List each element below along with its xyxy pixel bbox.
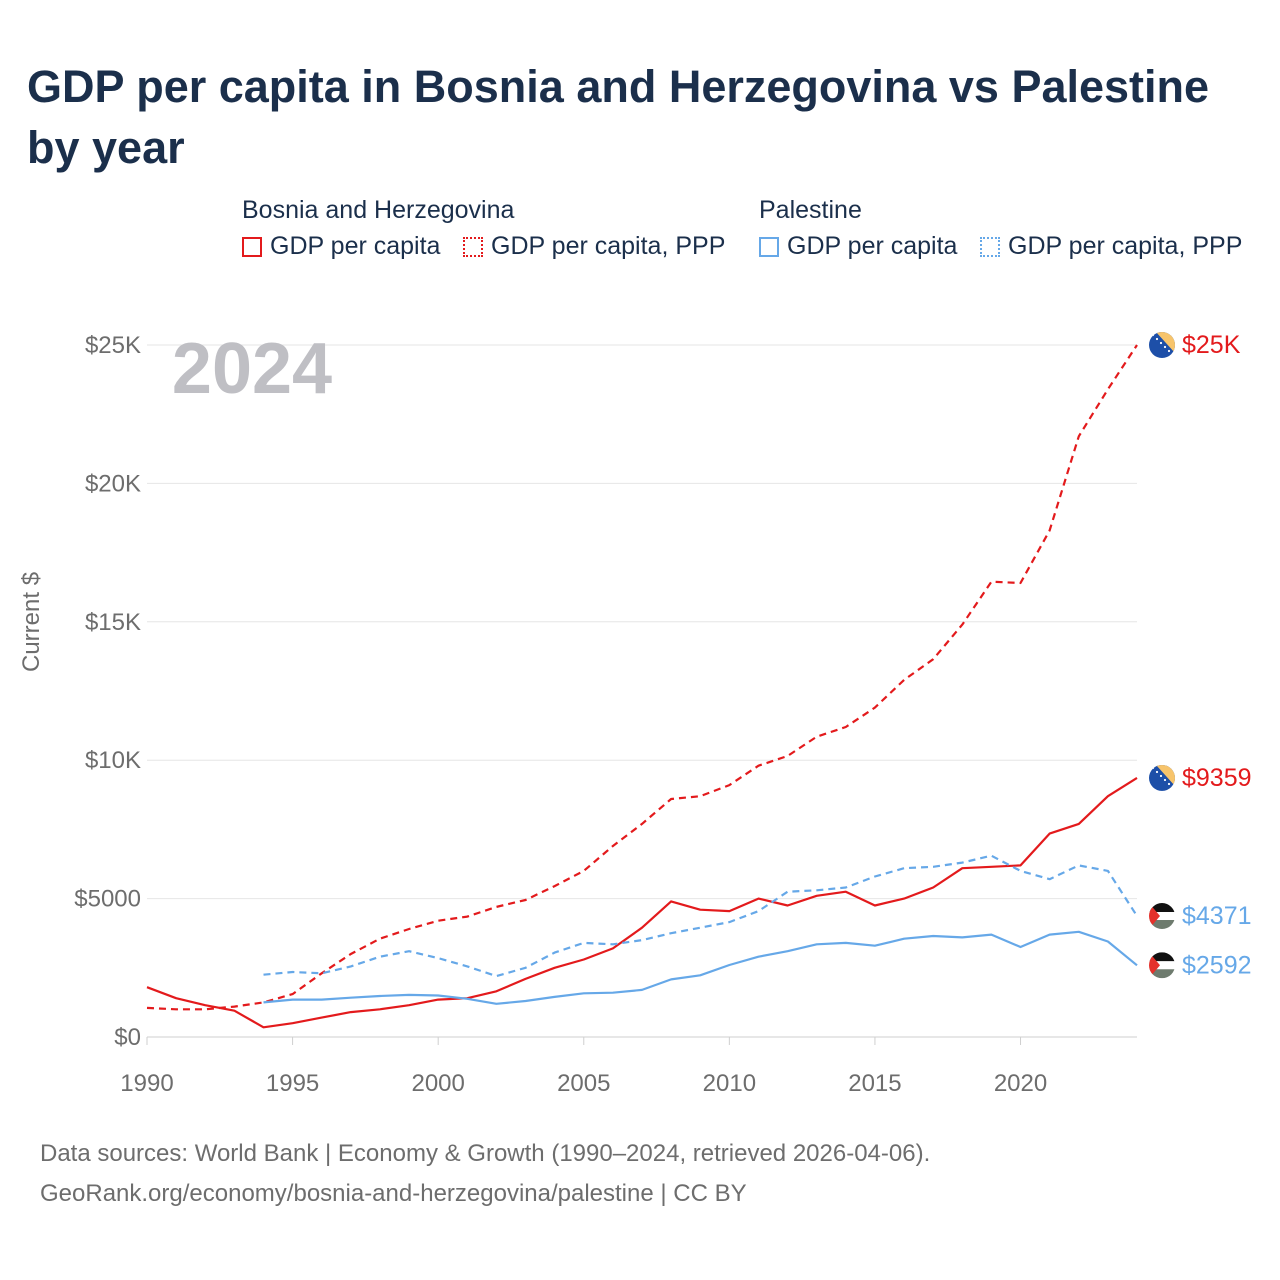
axes: $0 $5000 $10K $15K $20K $25K 1990 1995 2000 2005 2…: [74, 332, 1137, 1097]
gridlines: [147, 344, 1137, 1038]
end-value-label: $25K: [1182, 331, 1241, 359]
year-label: 2024: [172, 329, 332, 409]
legend-swatch-dotted: [463, 236, 483, 257]
end-value-label: $2592: [1182, 951, 1252, 979]
x-tick-label: 2015: [848, 1070, 901, 1097]
palestine-flag-icon: [1149, 903, 1175, 930]
end-value-label: $9359: [1182, 764, 1252, 792]
legend-swatch-solid: [759, 236, 779, 257]
series-line: [146, 344, 1138, 1011]
x-tick-label: 2005: [557, 1070, 610, 1097]
legend-item-label: GDP per capita, PPP: [1008, 232, 1243, 260]
bosnia-flag-icon: [1149, 764, 1175, 791]
series-end-marker: $25K: [1149, 331, 1241, 359]
legend-group-bosnia: Bosnia and Herzegovina GDP per capita GD…: [242, 196, 742, 276]
x-tick-label: 2000: [411, 1070, 464, 1097]
bosnia-flag-icon: [1149, 332, 1175, 358]
source-line-1: Data sources: World Bank | Economy & Gro…: [40, 1140, 931, 1167]
series-end-labels: $9359 $25K $2592 $4371: [1149, 331, 1252, 979]
legend-item-palestine-ppp[interactable]: GDP per capita, PPP: [980, 232, 1242, 261]
legend-item-label: GDP per capita, PPP: [491, 232, 726, 260]
series-end-marker: $9359: [1149, 764, 1252, 792]
legend-swatch-dotted: [980, 236, 1000, 257]
y-tick-label: $0: [114, 1024, 141, 1051]
palestine-flag-icon: [1149, 952, 1175, 979]
chart-title: GDP per capita in Bosnia and Herzegovina…: [27, 61, 1210, 173]
y-tick-label: $10K: [85, 747, 141, 774]
y-tick-label: $15K: [85, 609, 141, 636]
series-line: [263, 930, 1138, 1005]
y-tick-label: $20K: [85, 470, 141, 497]
legend-group-name: Palestine: [759, 196, 862, 224]
legend-item-palestine-gdp[interactable]: GDP per capita: [759, 232, 957, 261]
series-lines: [146, 344, 1138, 1029]
x-tick-label: 1995: [266, 1070, 319, 1097]
series-end-marker: $2592: [1149, 951, 1252, 979]
legend-group-name: Bosnia and Herzegovina: [242, 196, 515, 224]
series-line: [146, 776, 1138, 1029]
end-value-label: $4371: [1182, 902, 1252, 930]
x-tick-label: 2010: [703, 1070, 756, 1097]
y-tick-label: $25K: [85, 332, 141, 359]
y-tick-label: $5000: [74, 886, 141, 913]
legend-group-palestine: Palestine GDP per capita GDP per capita,…: [759, 196, 1259, 276]
legend-item-label: GDP per capita: [270, 232, 441, 260]
source-line-2[interactable]: GeoRank.org/economy/bosnia-and-herzegovi…: [40, 1180, 747, 1207]
x-tick-label: 1990: [120, 1070, 173, 1097]
series-line: [263, 854, 1138, 978]
legend-item-label: GDP per capita: [787, 232, 958, 260]
legend-swatch-solid: [242, 236, 262, 257]
legend-item-bosnia-ppp[interactable]: GDP per capita, PPP: [463, 232, 725, 261]
series-end-marker: $4371: [1149, 902, 1252, 930]
x-tick-label: 2020: [994, 1070, 1047, 1097]
legend-item-bosnia-gdp[interactable]: GDP per capita: [242, 232, 440, 261]
